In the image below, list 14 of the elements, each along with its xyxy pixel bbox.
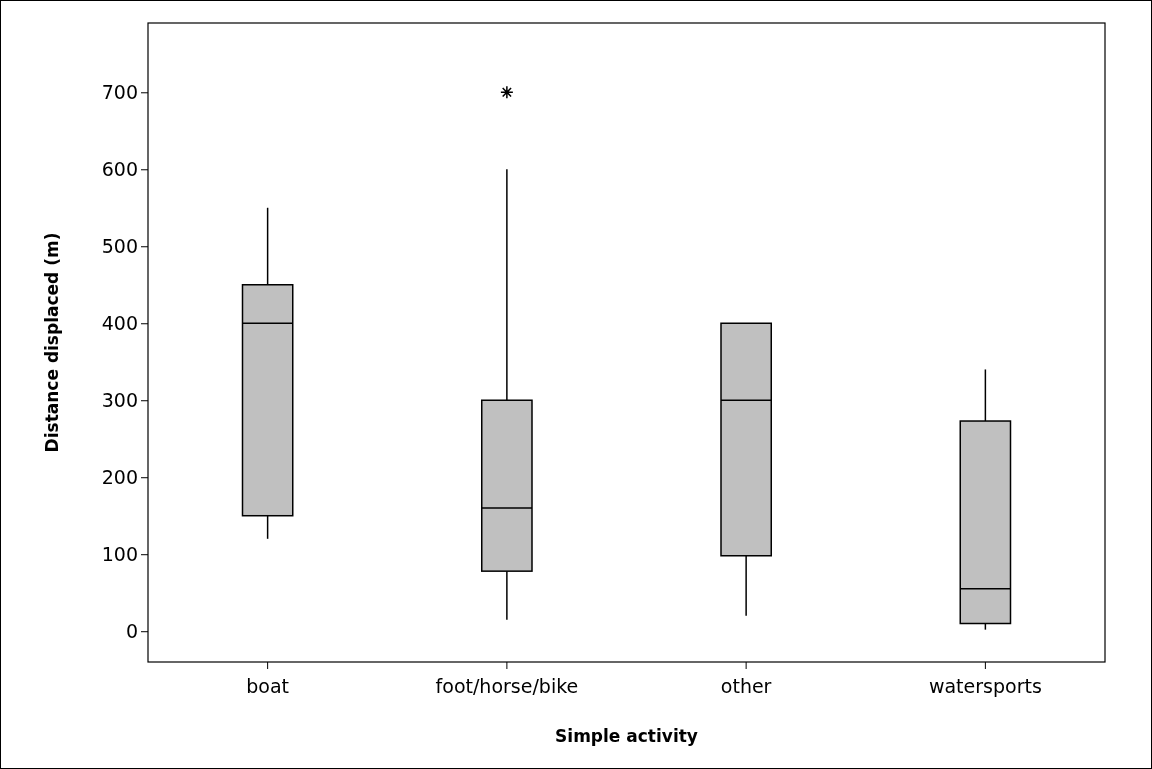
y-tick-label: 500 [101, 234, 138, 257]
y-axis-title: Distance displaced (m) [42, 232, 62, 453]
y-tick-label: 400 [101, 311, 138, 334]
x-tick-label: other [720, 674, 772, 697]
y-tick-label: 100 [101, 542, 138, 565]
x-tick-label: foot/horse/bike [435, 674, 579, 697]
y-tick-label: 0 [125, 619, 138, 642]
y-tick-label: 300 [101, 388, 138, 411]
y-tick-label: 200 [101, 465, 138, 488]
y-tick-label: 700 [101, 80, 138, 103]
y-tick-label: 600 [101, 157, 138, 180]
x-axis-title: Simple activity [555, 726, 698, 746]
x-tick-label: watersports [928, 674, 1042, 697]
x-tick-label: boat [246, 674, 290, 697]
